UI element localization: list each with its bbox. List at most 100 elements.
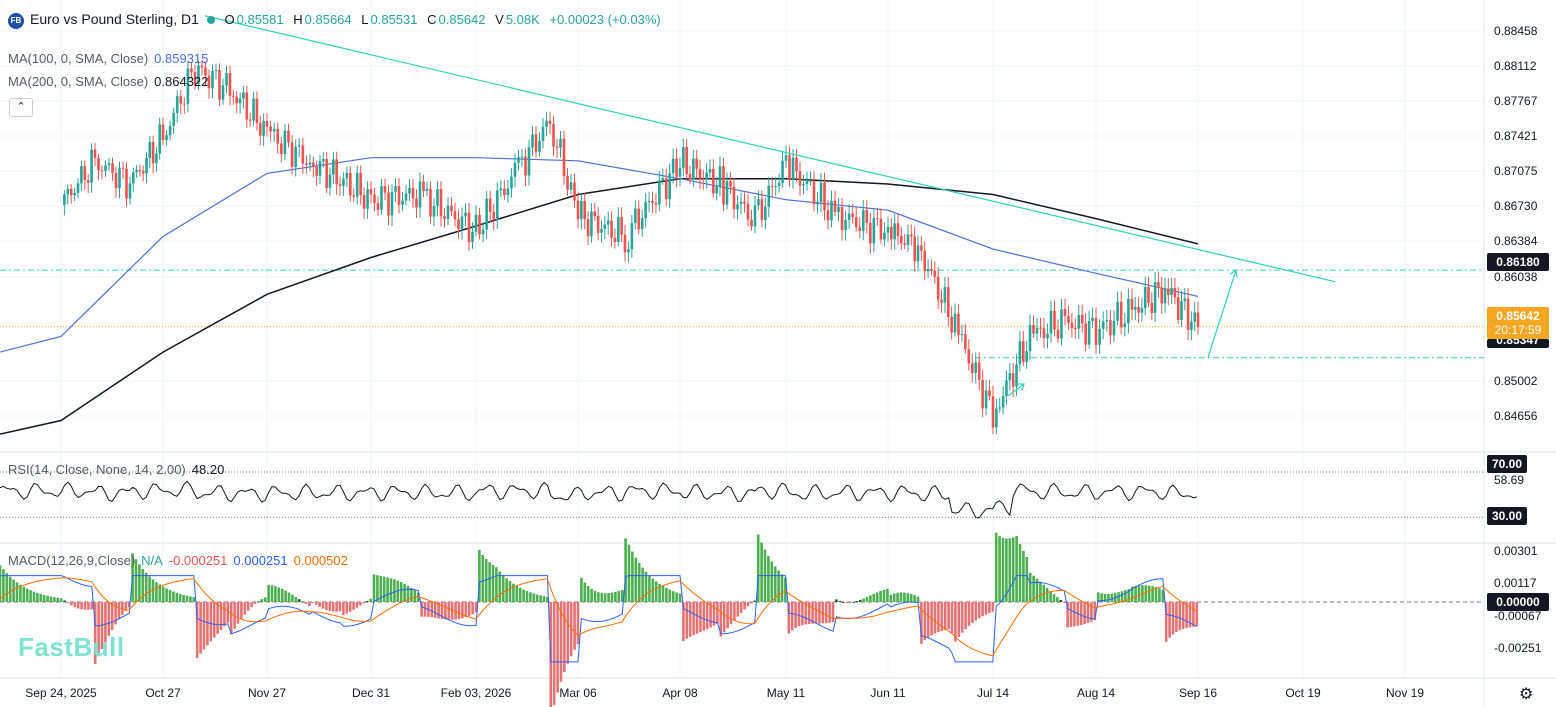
macd-histogram-bar [1127,589,1131,602]
macd-histogram-bar [909,593,913,602]
date-label: Mar 06 [559,686,597,700]
macd-histogram-bar [835,599,838,602]
price-axis-label: 0.86730 [1494,199,1538,213]
macd-histogram-bar [967,602,971,626]
candle-body [193,72,197,85]
candle-body [503,188,506,196]
macd-histogram-bar [845,602,848,603]
macd-histogram-bar [838,600,842,602]
candle-body [1067,315,1070,323]
macd-histogram-bar [617,590,621,602]
ma100-legend[interactable]: MA(100, 0, SMA, Close) 0.859315 [8,51,214,66]
candle-body [107,163,111,166]
macd-histogram-bar [1083,602,1086,625]
rsi-legend[interactable]: RSI(14, Close, None, 14, 2.00) 48.20 [8,462,230,477]
candle-body [1180,301,1183,321]
candle-body [802,184,805,186]
candle-body [1084,323,1087,345]
candle-body [238,98,242,104]
macd-legend[interactable]: MACD(12,26,9,Close) N/A -0.000251 0.000251 0… [8,553,354,568]
candle-body [640,218,644,230]
candle-body [1080,314,1084,324]
candle-body [1021,341,1025,362]
macd-histogram-bar [8,576,12,602]
candle-body [1039,327,1042,329]
macd-histogram-bar [814,602,818,624]
candle-body [161,124,165,140]
candle-body [1176,297,1180,321]
candle-body [1134,307,1137,310]
candle-body [661,178,665,181]
macd-histogram-bar [202,602,206,650]
candle-body [1173,287,1177,298]
macd-histogram-bar [998,536,1001,602]
candle-body [1046,333,1049,339]
macd-histogram-bar [195,602,199,659]
macd-histogram-bar [569,602,573,657]
candle-body [555,146,559,148]
candle-body [586,219,590,237]
macd-histogram-bar [627,544,631,602]
macd-histogram-bar [1134,585,1137,602]
macd-histogram-bar [848,602,852,603]
macd-histogram-bar [515,585,519,602]
ma200-value: 0.864322 [154,74,209,89]
macd-histogram-bar [746,602,750,607]
candle-body [531,134,534,148]
macd-histogram-bar [739,602,743,613]
macd-histogram-bar [348,602,352,612]
market-status-dot [206,15,215,24]
candle-body [671,158,675,174]
symbol-icon[interactable]: FB [8,12,24,29]
date-label: Sep 16 [1178,686,1218,700]
symbol-title[interactable]: Euro vs Pound Sterling, D1 [30,11,199,27]
date-label: Jul 14 [976,686,1010,700]
macd-histogram-bar [19,584,22,602]
candle-body [207,75,211,89]
candle-body [920,245,923,251]
gear-icon[interactable]: ⚙ [1519,686,1534,703]
candle-body [118,167,121,189]
macd-histogram-bar [478,549,481,602]
candle-body [767,185,771,207]
collapse-legend-button[interactable]: ⌃ [9,98,33,117]
candle-body [1123,323,1127,328]
hidden-level-badge[interactable]: 0.85347 [1487,339,1549,348]
macd-histogram-bar [1188,602,1192,628]
macd-histogram-bar [440,602,444,620]
macd-histogram-bar [457,602,461,620]
macd-histogram-bar [634,557,638,602]
ma200-legend[interactable]: MA(200, 0, SMA, Close) 0.864322 [8,74,214,89]
macd-histogram-bar [46,595,49,602]
candle-body [1105,319,1109,322]
macd-histogram-bar [1154,587,1158,602]
candle-body [583,201,587,220]
candle-body [145,157,148,174]
candle-body [600,228,603,233]
candle-body [893,223,896,240]
candle-body [548,120,552,124]
macd-histogram-bar [12,579,15,602]
candle-body [141,171,145,174]
macd-histogram-bar [318,602,321,607]
candle-body [791,157,795,180]
candle-body [276,128,280,144]
macd-histogram-bar [22,586,26,602]
candle-body [349,172,352,196]
macd-zero-badge: 0.00000 [1487,593,1549,611]
level-badge[interactable]: 0.86180 [1487,253,1549,271]
macd-histogram-bar [141,568,145,602]
macd-histogram-bar [974,602,978,621]
candle-body [651,200,654,203]
candle-body [125,168,128,199]
price-badge[interactable]: 0.85642 20:17:59 [1487,307,1549,339]
macd-histogram-bar [236,602,240,624]
candle-body [746,203,750,220]
candle-body [517,157,520,163]
candle-body [1109,319,1112,336]
date-label: Jun 11 [870,686,906,700]
macd-histogram-bar [658,583,661,602]
candle-body [906,234,910,245]
price-axis-label: 0.88458 [1494,24,1538,38]
